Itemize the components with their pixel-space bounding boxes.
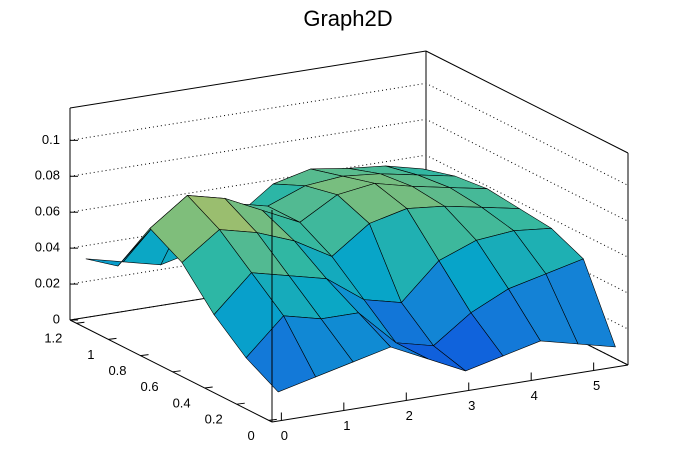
y-tick-label: 0.6 — [141, 379, 159, 394]
y-tick-label: 0.8 — [108, 363, 126, 378]
y-tick-label: 0 — [248, 428, 255, 443]
z-tick-label: 0.04 — [35, 240, 60, 255]
z-tick-label: 0 — [53, 311, 60, 326]
z-tick-label: 0.02 — [35, 276, 60, 291]
x-tick-label: 1 — [343, 418, 350, 433]
z-tick-label: 0.08 — [35, 168, 60, 183]
box-edge — [271, 364, 629, 423]
surface-cell — [245, 315, 317, 393]
x-tick-label: 4 — [531, 388, 538, 403]
x-tick-label: 0 — [281, 428, 288, 443]
tick-mark — [236, 402, 245, 405]
x-tick-label: 3 — [468, 398, 475, 413]
grid-line — [69, 118, 629, 222]
box-edge — [69, 50, 427, 109]
chart-title: Graph2D — [303, 6, 392, 31]
z-tick-label: 0.1 — [42, 132, 60, 147]
grid-line — [69, 82, 629, 186]
y-tick-label: 0.4 — [173, 395, 191, 410]
x-tick-label: 2 — [406, 408, 413, 423]
box-edge — [425, 50, 629, 154]
tick-mark — [140, 354, 149, 357]
x-tick-label: 5 — [593, 378, 600, 393]
box-edge — [69, 319, 273, 423]
grid-line — [69, 154, 629, 258]
z-tick-label: 0.06 — [35, 204, 60, 219]
y-tick-label: 0.2 — [205, 412, 223, 427]
tick-mark — [204, 386, 213, 389]
tick-mark — [108, 337, 117, 340]
tick-mark — [76, 321, 85, 324]
tick-mark — [172, 370, 181, 373]
y-tick-label: 1 — [87, 347, 94, 362]
tick-mark — [268, 418, 277, 421]
y-tick-label: 1.2 — [44, 331, 62, 346]
